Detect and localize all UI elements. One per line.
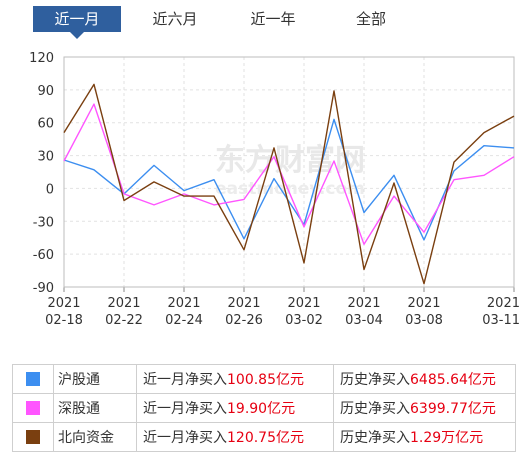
y-tick-label: 0 bbox=[46, 182, 54, 197]
legend-row-shanghai[interactable]: 沪股通 近一月净买入100.85亿元 历史净买入6485.64亿元 bbox=[12, 364, 516, 394]
x-tick-date: 03-04 bbox=[345, 313, 383, 328]
x-tick-date: 02-24 bbox=[165, 313, 203, 328]
y-tick-label: 60 bbox=[37, 117, 54, 132]
x-tick-date: 02-26 bbox=[225, 313, 263, 328]
legend-swatch-shanghai bbox=[26, 372, 40, 386]
legend-table: 沪股通 近一月净买入100.85亿元 历史净买入6485.64亿元 深股通 近一… bbox=[12, 364, 516, 452]
tab-1-month[interactable]: 近一月 bbox=[33, 6, 121, 39]
plot-area bbox=[64, 57, 514, 287]
series-line-2 bbox=[63, 83, 515, 285]
x-tick-year: 2021 bbox=[167, 296, 200, 311]
x-tick-year: 2021 bbox=[107, 296, 140, 311]
watermark-cn: 东方财富网 bbox=[215, 143, 365, 178]
plot-frame bbox=[63, 56, 515, 288]
history-net-value: 6485.64亿元 bbox=[410, 372, 496, 388]
y-tick-label: -60 bbox=[33, 248, 54, 263]
history-net-label: 历史净买入 bbox=[340, 372, 410, 388]
y-tick-label: 120 bbox=[29, 51, 54, 66]
history-net-label: 历史净买入 bbox=[340, 430, 410, 446]
x-tick-year: 2021 bbox=[487, 296, 520, 311]
x-tick-year: 2021 bbox=[47, 296, 80, 311]
flow-line-chart: 1209060300-30-60-90202102-18202102-22202… bbox=[29, 51, 520, 328]
legend-row-shenzhen[interactable]: 深股通 近一月净买入19.90亿元 历史净买入6399.77亿元 bbox=[12, 393, 516, 423]
tab-6-months[interactable]: 近六月 bbox=[152, 10, 198, 28]
y-tick-label: -30 bbox=[33, 215, 54, 230]
month-net-label: 近一月净买入 bbox=[143, 430, 227, 446]
x-tick-year: 2021 bbox=[407, 296, 440, 311]
legend-name: 深股通 bbox=[53, 393, 137, 423]
x-tick-date: 03-08 bbox=[405, 313, 443, 328]
x-tick-date: 02-18 bbox=[45, 313, 83, 328]
tab-all[interactable]: 全部 bbox=[355, 10, 386, 28]
y-tick-label: -90 bbox=[33, 281, 54, 296]
history-net-label: 历史净买入 bbox=[340, 401, 410, 417]
legend-swatch-shenzhen bbox=[26, 401, 40, 415]
history-net-value: 6399.77亿元 bbox=[410, 401, 496, 417]
legend-row-northbound[interactable]: 北向资金 近一月净买入120.75亿元 历史净买入1.29万亿元 bbox=[12, 422, 516, 452]
series-line-1 bbox=[63, 103, 515, 246]
month-net-value: 120.75亿元 bbox=[227, 430, 304, 446]
x-tick-date: 02-22 bbox=[105, 313, 143, 328]
legend-name: 沪股通 bbox=[53, 364, 137, 394]
legend-name: 北向资金 bbox=[53, 422, 137, 452]
y-tick-label: 30 bbox=[37, 150, 54, 165]
x-tick-date: 03-02 bbox=[285, 313, 323, 328]
month-net-value: 100.85亿元 bbox=[227, 372, 304, 388]
tab-1-year[interactable]: 近一年 bbox=[250, 10, 296, 28]
month-net-label: 近一月净买入 bbox=[143, 372, 227, 388]
period-tabs: 近一月 近六月 近一年 全部 bbox=[33, 6, 425, 39]
legend-swatch-northbound bbox=[26, 430, 40, 444]
x-tick-year: 2021 bbox=[227, 296, 260, 311]
y-tick-label: 90 bbox=[37, 84, 54, 99]
month-net-value: 19.90亿元 bbox=[227, 401, 296, 417]
x-tick-year: 2021 bbox=[287, 296, 320, 311]
watermark-en: eastmoney.com bbox=[215, 179, 365, 199]
history-net-value: 1.29万亿元 bbox=[410, 430, 484, 446]
month-net-label: 近一月净买入 bbox=[143, 401, 227, 417]
x-tick-date: 03-11 bbox=[482, 313, 520, 328]
x-tick-year: 2021 bbox=[347, 296, 380, 311]
